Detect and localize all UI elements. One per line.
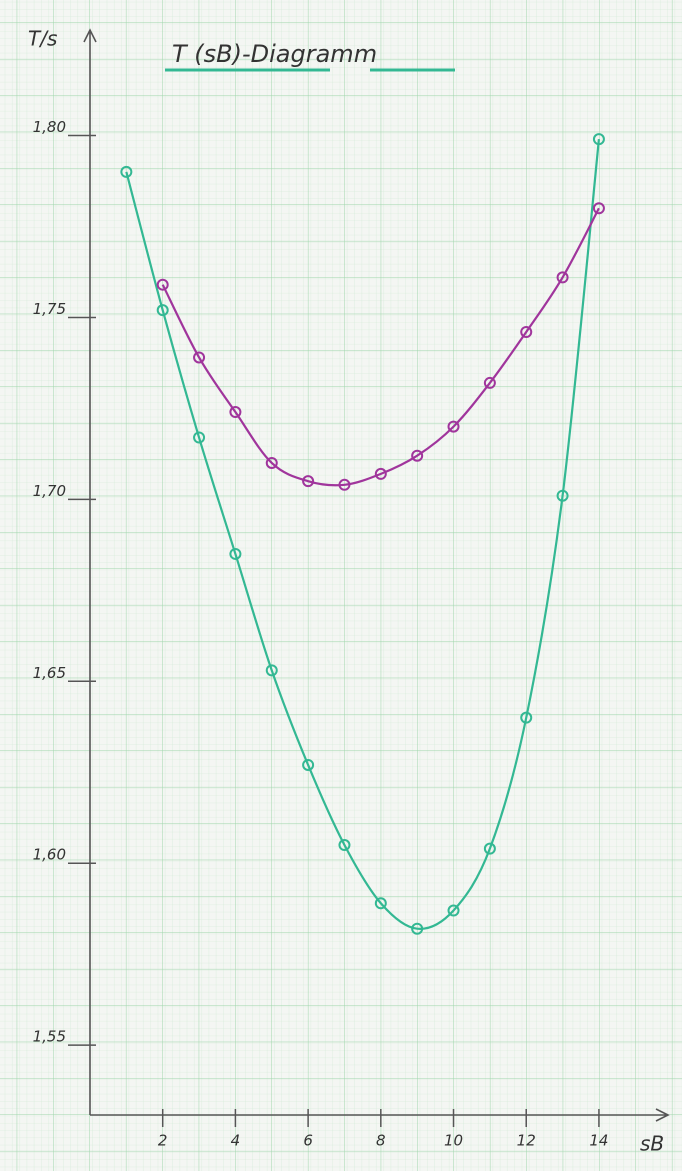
y-tick-label: 1,65: [33, 664, 66, 682]
x-tick-label: 4: [231, 1132, 241, 1150]
x-axis-label: sB: [640, 1132, 664, 1156]
data-point: [338, 839, 351, 852]
data-point: [229, 406, 242, 419]
data-point: [374, 897, 387, 910]
data-point: [447, 904, 460, 917]
x-axis: [90, 1108, 670, 1122]
data-point: [483, 376, 496, 389]
data-point: [302, 758, 315, 771]
data-point: [302, 475, 315, 488]
y-axis-label: T/s: [28, 27, 57, 51]
data-point: [120, 165, 133, 178]
data-point: [265, 664, 278, 677]
data-point: [592, 133, 605, 146]
data-point: [229, 547, 242, 560]
data-point: [156, 278, 169, 291]
data-point: [193, 431, 206, 444]
data-point: [483, 842, 496, 855]
data-point: [156, 304, 169, 317]
y-tick-label: 1,60: [33, 846, 66, 864]
y-tick-label: 1,80: [33, 118, 66, 136]
data-point: [592, 202, 605, 215]
data-point: [556, 271, 569, 284]
data-point: [520, 711, 533, 724]
data-point: [556, 489, 569, 502]
data-point: [193, 351, 206, 364]
data-point: [338, 478, 351, 491]
data-point: [447, 420, 460, 433]
data-point: [411, 922, 424, 935]
series-line: [125, 139, 601, 930]
y-axis: [83, 28, 97, 1115]
y-tick-label: 1,75: [33, 300, 66, 318]
x-tick-label: 10: [444, 1132, 463, 1150]
data-point: [265, 456, 278, 469]
y-tick-label: 1,70: [33, 482, 66, 500]
x-tick-label: 6: [303, 1132, 313, 1150]
x-tick-label: 8: [376, 1132, 386, 1150]
data-point: [520, 325, 533, 338]
data-point: [411, 449, 424, 462]
x-tick-label: 2: [158, 1132, 168, 1150]
y-tick-label: 1,55: [33, 1028, 66, 1046]
data-point: [374, 467, 387, 480]
x-tick-label: 12: [517, 1132, 536, 1150]
series-line: [161, 207, 600, 487]
x-tick-label: 14: [589, 1132, 608, 1150]
chart-title: T (sB)-Diagramm: [172, 40, 377, 68]
